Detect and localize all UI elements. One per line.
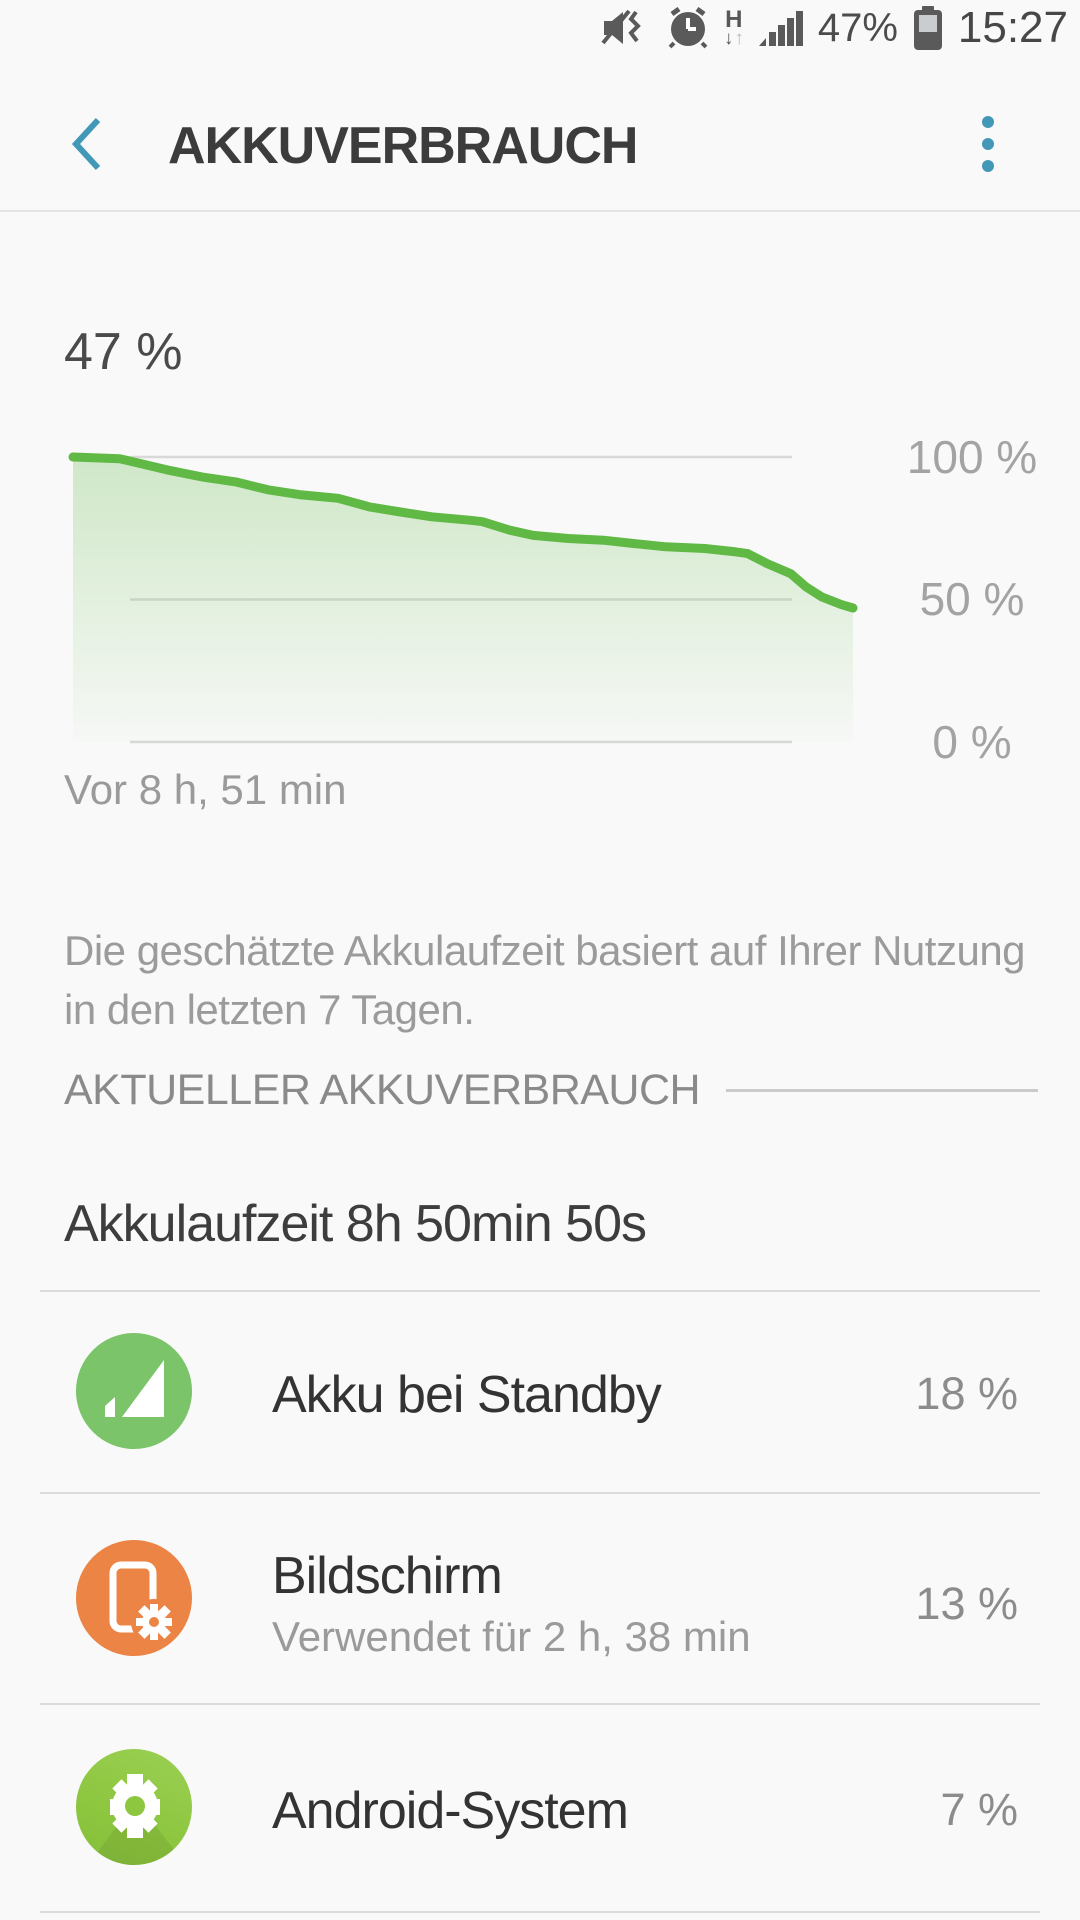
list-item-screen[interactable]: Bildschirm Verwendet für 2 h, 38 min 13 … xyxy=(0,1492,1080,1703)
mute-vibrate-icon xyxy=(600,8,652,48)
battery-line xyxy=(68,452,858,613)
page-title: AKKUVERBRAUCH xyxy=(168,117,638,175)
section-rule xyxy=(726,1089,1038,1092)
list-divider xyxy=(40,1703,1040,1705)
hspa-network-icon: H ↓ ↑ xyxy=(723,6,744,49)
list-item-title: Bildschirm xyxy=(272,1547,503,1605)
battery-life-text: Akkulaufzeit 8h 50min 50s xyxy=(64,1195,647,1253)
list-item-standby[interactable]: Akku bei Standby 18 % xyxy=(0,1292,1080,1492)
more-options-button[interactable] xyxy=(960,106,1016,182)
clock-text: 15:27 xyxy=(957,3,1068,52)
header-divider xyxy=(0,210,1080,212)
list-divider xyxy=(40,1492,1040,1494)
cell-standby-icon xyxy=(76,1333,192,1449)
usage-percent: 13 % xyxy=(915,1578,1018,1629)
alarm-icon xyxy=(666,7,710,49)
battery-area-fill xyxy=(73,457,853,742)
back-chevron-icon xyxy=(71,117,101,171)
chart-time-caption: Vor 8 h, 51 min xyxy=(64,766,347,813)
list-divider xyxy=(40,1290,1040,1292)
signal-strength-icon xyxy=(758,8,804,48)
y-axis-label-100: 100 % xyxy=(906,431,1038,483)
back-button[interactable] xyxy=(58,112,114,176)
battery-icon xyxy=(912,5,944,51)
section-header: AKTUELLER AKKUVERBRAUCH xyxy=(64,1066,1038,1115)
section-title: AKTUELLER AKKUVERBRAUCH xyxy=(64,1066,701,1114)
battery-history-chart xyxy=(68,452,858,744)
list-item-subtitle: Verwendet für 2 h, 38 min xyxy=(272,1613,751,1660)
screen-icon xyxy=(76,1540,192,1656)
more-options-icon xyxy=(982,116,994,128)
estimate-info-text: Die geschätzte Akkulaufzeit basiert auf … xyxy=(64,927,1026,1033)
y-axis-label-0: 0 % xyxy=(932,716,1012,768)
current-battery-level: 47 % xyxy=(64,323,183,381)
usage-percent: 7 % xyxy=(940,1784,1018,1835)
battery-percent-text: 47% xyxy=(817,5,898,50)
usage-percent: 18 % xyxy=(915,1368,1018,1419)
list-item-android-system[interactable]: Android-System 7 % xyxy=(0,1703,1080,1911)
list-item-title: Android-System xyxy=(272,1782,629,1840)
android-system-icon xyxy=(76,1749,192,1865)
y-axis-label-50: 50 % xyxy=(919,573,1025,625)
status-bar: H ↓ ↑ 47% 15:27 xyxy=(0,0,1080,56)
list-item-title: Akku bei Standby xyxy=(272,1366,662,1424)
list-divider xyxy=(40,1911,1040,1913)
